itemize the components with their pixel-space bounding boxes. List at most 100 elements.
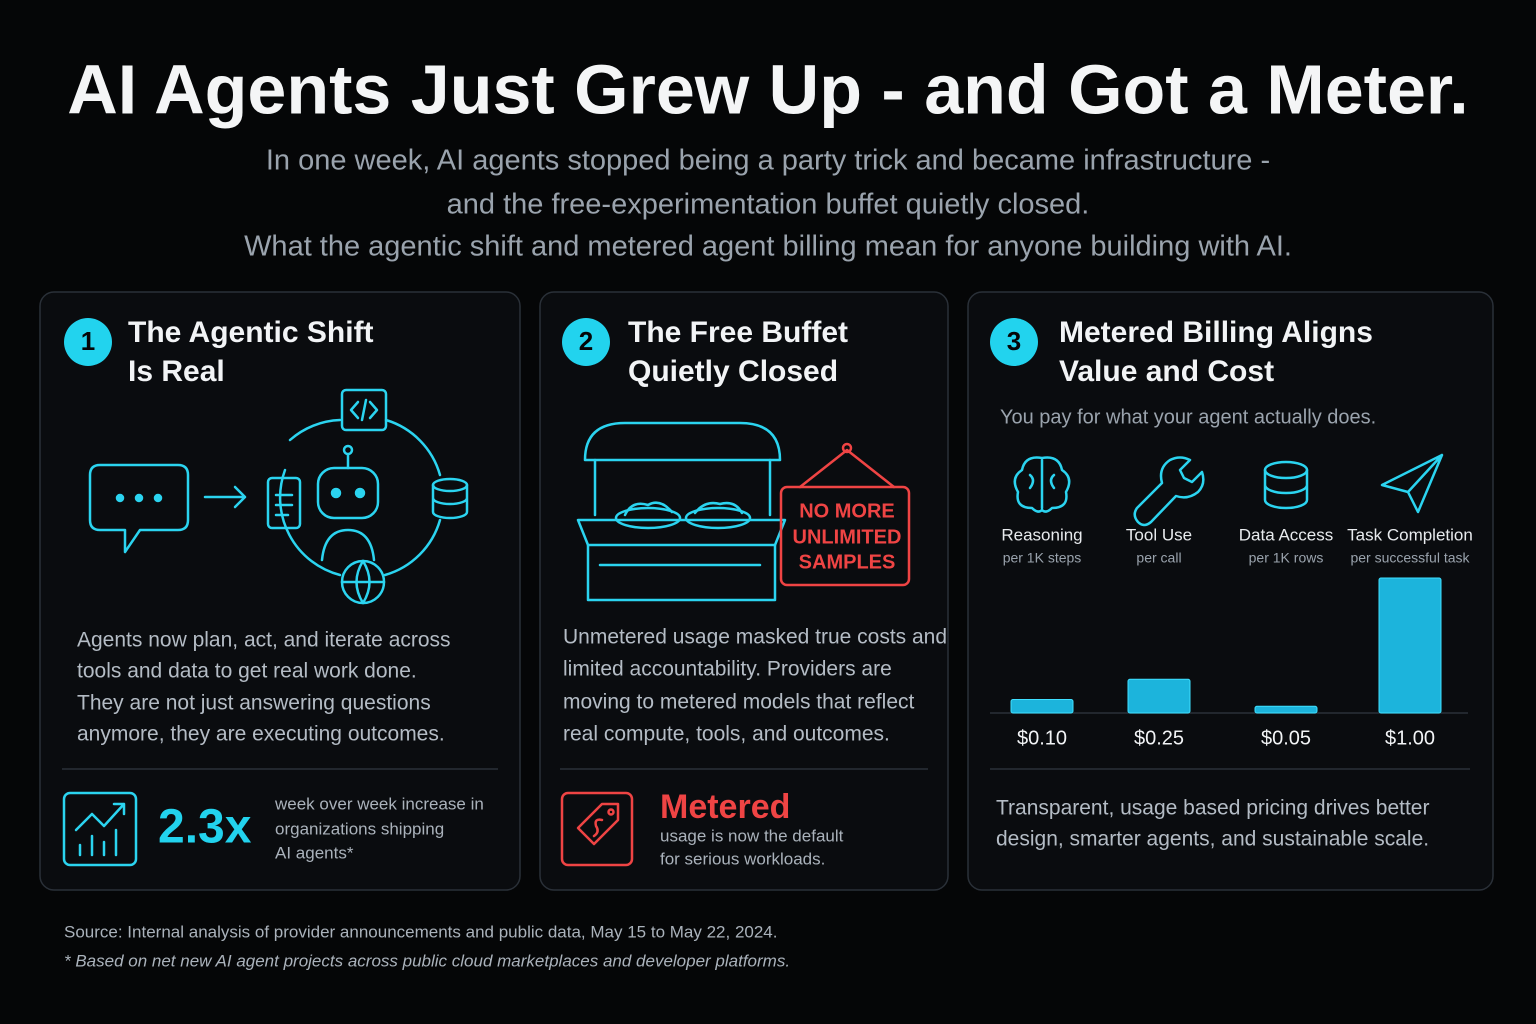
- bar: [1254, 705, 1318, 714]
- buffet-icon-part: [583, 421, 782, 462]
- tag-icon: [560, 791, 634, 867]
- agent-icon: [88, 388, 469, 605]
- agent-icon-part: [349, 398, 379, 422]
- panel-title: Metered Billing Aligns: [1059, 316, 1373, 349]
- body-text: anymore, they are executing outcomes.: [77, 723, 445, 746]
- category-icons-part: [1133, 456, 1205, 527]
- sign-icon-part: [798, 448, 896, 489]
- buffet-icon: [576, 421, 787, 602]
- panel-title: The Free Buffet: [628, 316, 848, 349]
- title: AI Agents Just Grew Up - and Got a Meter…: [67, 50, 1469, 128]
- panel-title: The Agentic Shift: [128, 316, 374, 349]
- intro-text: You pay for what your agent actually doe…: [1000, 406, 1376, 428]
- value-label: $0.25: [1134, 727, 1184, 749]
- sign-icon-part: [779, 485, 911, 587]
- sign-text: UNLIMITED: [793, 526, 902, 548]
- source: Source: Internal analysis of provider an…: [64, 922, 778, 941]
- buffet-icon-part: [614, 506, 682, 530]
- badge: [562, 318, 610, 366]
- buffet-icon-part: [593, 458, 772, 517]
- agent-icon-part: [278, 418, 442, 577]
- value-label: $0.10: [1017, 727, 1067, 749]
- stat-note: for serious workloads.: [660, 849, 825, 868]
- agent-icon-part: [342, 444, 354, 456]
- body-text: moving to metered models that reflect: [563, 691, 914, 714]
- agent-icon-part: [340, 388, 388, 432]
- sign-icon-part: [841, 442, 853, 454]
- panel-title: Quietly Closed: [628, 355, 838, 388]
- agent-icon-part: [340, 559, 386, 605]
- category-label: Data Access: [1239, 525, 1334, 544]
- card: [39, 291, 521, 891]
- category-note: per call: [1136, 550, 1181, 566]
- category-label: Reasoning: [1001, 525, 1082, 544]
- badge-number: 3: [1007, 326, 1021, 356]
- agent-icon-part: [330, 487, 342, 499]
- agent-icon-part: [266, 476, 302, 530]
- agent-icon-part: [354, 487, 366, 499]
- stat-note: week over week increase in: [274, 794, 484, 813]
- badge-number: 1: [81, 326, 95, 356]
- panel-title: Value and Cost: [1059, 355, 1274, 388]
- growth-icon: [62, 791, 138, 867]
- category-label: Tool Use: [1126, 525, 1192, 544]
- category-note: per successful task: [1350, 550, 1470, 566]
- stat-note: AI agents*: [275, 843, 354, 862]
- badge: [64, 318, 112, 366]
- body-text: tools and data to get real work done.: [77, 660, 417, 683]
- body-text: real compute, tools, and outcomes.: [563, 723, 890, 746]
- card: [967, 291, 1494, 891]
- category-icons: [1013, 453, 1444, 527]
- bar: [1378, 577, 1442, 714]
- tag-icon-part: [560, 791, 634, 867]
- agent-icon-part: [431, 483, 469, 520]
- body-text: limited accountability. Providers are: [563, 658, 892, 681]
- body-text: Unmetered usage masked true costs and: [563, 626, 947, 649]
- card: [539, 291, 949, 891]
- agent-icon-part: [274, 493, 294, 517]
- agent-icon-part: [320, 528, 376, 562]
- growth-icon-part: [74, 802, 126, 857]
- buffet-icon-part: [623, 501, 674, 517]
- agent-icon-part: [203, 485, 247, 509]
- body-text: Agents now plan, act, and iterate across: [77, 629, 451, 652]
- body-text: They are not just answering questions: [77, 692, 431, 715]
- buffet-icon-part: [693, 501, 744, 515]
- stat: Metered: [660, 788, 790, 826]
- tag-icon-part: [576, 802, 620, 846]
- sign-icon: [779, 442, 911, 587]
- body-text: Transparent, usage based pricing drives …: [996, 797, 1429, 820]
- category-note: per 1K rows: [1249, 550, 1324, 566]
- value-label: $0.05: [1261, 727, 1311, 749]
- sign-text: SAMPLES: [799, 551, 896, 573]
- panel-title: Is Real: [128, 355, 225, 388]
- subtitle: What the agentic shift and metered agent…: [244, 231, 1292, 263]
- stat-note: organizations shipping: [275, 819, 444, 838]
- stat-note: usage is now the default: [660, 826, 844, 845]
- category-note: per 1K steps: [1003, 550, 1082, 566]
- subtitle: and the free-experimentation buffet quie…: [447, 189, 1090, 221]
- growth-icon-part: [62, 791, 138, 867]
- category-icons-part: [1263, 468, 1309, 510]
- sign-text: NO MORE: [799, 500, 895, 522]
- badge: [990, 318, 1038, 366]
- body-text: design, smarter agents, and sustainable …: [996, 828, 1429, 851]
- buffet-icon-part: [586, 543, 777, 602]
- bar: [1127, 678, 1191, 714]
- agent-icon-part: [153, 493, 163, 503]
- category-icons-part: [1013, 456, 1071, 513]
- agent-icon-part: [115, 493, 125, 503]
- bar: [1010, 699, 1074, 714]
- stat: 2.3x: [158, 801, 252, 854]
- category-icons-part: [1380, 453, 1444, 514]
- category-label: Task Completion: [1347, 525, 1473, 544]
- tag-icon-part: [592, 818, 604, 838]
- agent-icon-part: [88, 463, 190, 554]
- footnote: * Based on net new AI agent projects acr…: [64, 951, 790, 970]
- buffet-icon-part: [684, 506, 752, 530]
- subtitle: In one week, AI agents stopped being a p…: [266, 145, 1270, 177]
- badge-number: 2: [579, 326, 593, 356]
- agent-icon-part: [134, 493, 144, 503]
